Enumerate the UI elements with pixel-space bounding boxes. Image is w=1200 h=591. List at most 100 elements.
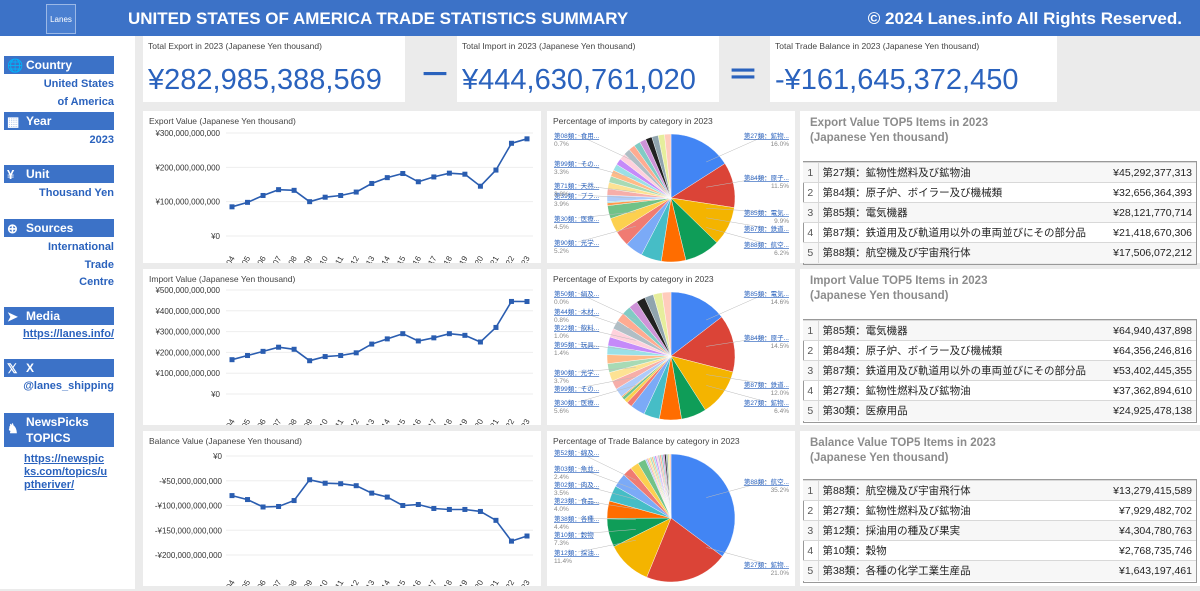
data-point[interactable] xyxy=(477,339,483,345)
data-point[interactable] xyxy=(369,180,375,186)
data-point[interactable] xyxy=(446,331,452,337)
data-point[interactable] xyxy=(400,331,406,337)
newspicks-link[interactable]: https://newspic ks.com/topics/u ptheriver/ xyxy=(24,453,108,491)
data-point[interactable] xyxy=(307,358,313,364)
data-point[interactable] xyxy=(446,170,452,176)
data-point[interactable] xyxy=(322,194,328,200)
data-point[interactable] xyxy=(462,332,468,338)
media-link[interactable]: https://lanes.info/ xyxy=(22,328,114,340)
data-point[interactable] xyxy=(276,344,282,350)
data-point[interactable] xyxy=(338,481,344,487)
data-point[interactable] xyxy=(353,350,359,356)
item-name-cell: 第87類：鉄道用及び軌道用以外の車両並びにその部分品 xyxy=(818,360,1107,381)
x-link[interactable]: @lanes_shipping xyxy=(23,380,114,392)
data-point[interactable] xyxy=(400,503,406,508)
slice-pct: 3.7% xyxy=(554,378,569,385)
y-tick-label: ¥200,000,000,000 xyxy=(154,348,220,357)
pie-slice[interactable] xyxy=(661,291,672,357)
sources-header: ⊕ Sources xyxy=(4,219,114,237)
data-point[interactable] xyxy=(446,506,452,512)
data-point[interactable] xyxy=(508,538,514,544)
data-point[interactable] xyxy=(322,354,328,360)
rank-cell: 2 xyxy=(803,500,819,521)
data-point[interactable] xyxy=(245,497,251,503)
data-point[interactable] xyxy=(245,353,251,359)
data-point[interactable] xyxy=(307,477,313,483)
data-point[interactable] xyxy=(384,336,390,342)
data-point[interactable] xyxy=(291,187,297,193)
data-point[interactable] xyxy=(508,140,514,146)
slice-label: 第85類：電気... xyxy=(744,289,789,298)
data-point[interactable] xyxy=(431,174,437,180)
x-tick-label: 2005 xyxy=(236,578,253,586)
pie-slice[interactable] xyxy=(664,133,672,199)
data-point[interactable] xyxy=(229,204,235,210)
data-point[interactable] xyxy=(276,503,282,509)
data-point[interactable] xyxy=(493,517,499,523)
item-name-cell: 第84類：原子炉、ボイラー及び機械類 xyxy=(818,182,1107,203)
data-point[interactable] xyxy=(338,192,344,198)
total-balance-card: Total Trade Balance in 2023 (Japanese Ye… xyxy=(770,36,1057,102)
lanes-logo[interactable]: Lanes xyxy=(46,4,76,34)
data-point[interactable] xyxy=(415,502,421,508)
balance-top5-title: Balance Value TOP5 Items in 2023 (Japanes… xyxy=(810,437,996,464)
y-tick-label: ¥0 xyxy=(210,390,220,399)
data-point[interactable] xyxy=(400,171,406,177)
data-point[interactable] xyxy=(322,480,328,486)
data-point[interactable] xyxy=(493,167,499,173)
data-point[interactable] xyxy=(384,494,390,500)
data-point[interactable] xyxy=(229,357,235,363)
data-point[interactable] xyxy=(260,192,266,198)
data-point[interactable] xyxy=(508,298,514,304)
data-point[interactable] xyxy=(307,199,313,205)
data-point[interactable] xyxy=(229,493,235,499)
data-point[interactable] xyxy=(462,171,468,177)
data-point[interactable] xyxy=(524,299,530,305)
table-row: 3 第12類：採油用の種及び果実 ¥4,304,780,763 xyxy=(803,520,1196,541)
data-point[interactable] xyxy=(524,533,530,539)
leader-line xyxy=(577,376,636,389)
data-point[interactable] xyxy=(415,179,421,185)
export-line-chart-card: Export Value (Japanese Yen thousand) ¥30… xyxy=(143,111,541,274)
data-point[interactable] xyxy=(291,498,297,504)
pie-slice[interactable] xyxy=(670,316,736,373)
pie-slice[interactable] xyxy=(646,517,723,583)
data-point[interactable] xyxy=(431,505,437,511)
data-point[interactable] xyxy=(369,341,375,347)
data-point[interactable] xyxy=(291,346,297,352)
x-tick-label: 2005 xyxy=(236,254,253,263)
data-point[interactable] xyxy=(431,335,437,341)
slice-label: 第27類：鉱物... xyxy=(744,560,789,569)
data-point[interactable] xyxy=(260,348,266,354)
pie-slice[interactable] xyxy=(669,453,672,519)
item-name-cell: 第30類：医療用品 xyxy=(818,400,1107,421)
data-point[interactable] xyxy=(477,508,483,514)
pie-slice[interactable] xyxy=(670,133,726,199)
x-tick-label: 2015 xyxy=(391,254,408,263)
media-section: ➤ Media https://lanes.info/ xyxy=(4,307,114,340)
pie-slice[interactable] xyxy=(670,453,736,557)
data-point[interactable] xyxy=(477,183,483,189)
data-point[interactable] xyxy=(384,175,390,181)
leader-line xyxy=(706,547,768,565)
leader-line xyxy=(706,134,768,163)
x-tick-label: 2004 xyxy=(220,417,237,425)
data-point[interactable] xyxy=(245,199,251,205)
table-row: 4 第87類：鉄道用及び軌道用以外の車両並びにその部分品 ¥21,418,670,3… xyxy=(803,222,1196,243)
data-point[interactable] xyxy=(524,136,530,142)
data-point[interactable] xyxy=(338,353,344,359)
data-point[interactable] xyxy=(276,187,282,193)
data-point[interactable] xyxy=(260,504,266,510)
data-point[interactable] xyxy=(462,506,468,512)
data-point[interactable] xyxy=(415,338,421,344)
country-section: 🌐 Country United States of America xyxy=(4,56,114,111)
slice-pct: 14.5% xyxy=(771,343,790,350)
x-tick-label: 2016 xyxy=(406,578,423,586)
data-point[interactable] xyxy=(369,490,375,496)
y-tick-label: ¥300,000,000,000 xyxy=(154,129,220,138)
data-point[interactable] xyxy=(493,324,499,330)
data-point[interactable] xyxy=(353,189,359,195)
pie-slice[interactable] xyxy=(670,291,722,357)
slice-pct: 21.0% xyxy=(771,570,790,577)
data-point[interactable] xyxy=(353,483,359,489)
